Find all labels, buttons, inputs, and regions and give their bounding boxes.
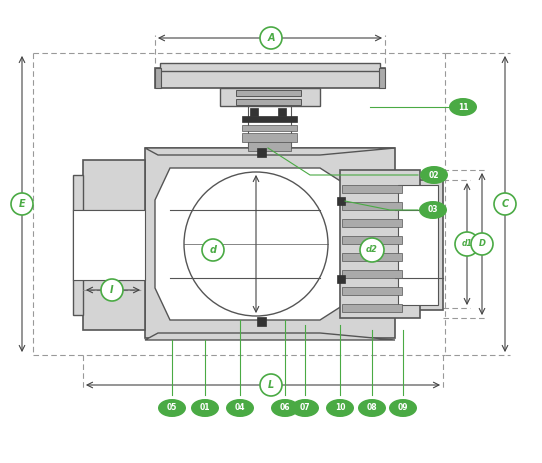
Bar: [342, 236, 402, 244]
Text: 05: 05: [167, 403, 177, 413]
Ellipse shape: [420, 166, 448, 184]
Bar: [145, 148, 395, 338]
Circle shape: [471, 233, 493, 255]
Circle shape: [184, 172, 328, 316]
Circle shape: [202, 239, 224, 261]
Bar: [73, 175, 83, 315]
Bar: [337, 197, 345, 205]
Bar: [155, 68, 385, 88]
Bar: [220, 88, 320, 106]
Polygon shape: [145, 148, 395, 155]
Bar: [83, 160, 145, 330]
Bar: [342, 202, 402, 210]
Bar: [342, 287, 402, 295]
Bar: [250, 108, 258, 116]
Bar: [342, 304, 402, 312]
Text: 08: 08: [367, 403, 377, 413]
Polygon shape: [155, 168, 370, 320]
Ellipse shape: [389, 399, 417, 417]
Circle shape: [260, 374, 282, 396]
Text: 02: 02: [429, 170, 439, 180]
Bar: [236, 99, 301, 105]
Bar: [342, 253, 402, 261]
Polygon shape: [145, 333, 395, 340]
Text: 09: 09: [398, 403, 408, 413]
Text: 01: 01: [200, 403, 210, 413]
Circle shape: [360, 238, 384, 262]
Ellipse shape: [358, 399, 386, 417]
Ellipse shape: [449, 98, 477, 116]
Bar: [278, 108, 286, 116]
Bar: [242, 116, 297, 122]
Ellipse shape: [326, 399, 354, 417]
Bar: [342, 185, 402, 193]
Ellipse shape: [419, 201, 447, 219]
Bar: [248, 106, 291, 148]
Bar: [398, 185, 438, 305]
Text: 04: 04: [235, 403, 245, 413]
Text: 11: 11: [458, 102, 468, 112]
Bar: [342, 270, 402, 278]
Ellipse shape: [191, 399, 219, 417]
Text: L: L: [268, 380, 274, 390]
Bar: [248, 142, 291, 151]
Ellipse shape: [158, 399, 186, 417]
Bar: [242, 125, 297, 131]
Bar: [342, 219, 402, 227]
Text: A: A: [267, 33, 275, 43]
Text: d2: d2: [366, 245, 378, 255]
Text: 10: 10: [335, 403, 345, 413]
Text: I: I: [110, 285, 114, 295]
Circle shape: [260, 27, 282, 49]
Text: D: D: [479, 239, 486, 249]
Text: d: d: [210, 245, 216, 255]
Text: 06: 06: [280, 403, 291, 413]
Ellipse shape: [226, 399, 254, 417]
Text: 07: 07: [300, 403, 311, 413]
Circle shape: [455, 232, 479, 256]
Circle shape: [11, 193, 33, 215]
Text: d1: d1: [462, 239, 473, 249]
Bar: [257, 148, 266, 157]
Bar: [379, 68, 385, 88]
Bar: [395, 180, 443, 310]
Text: C: C: [501, 199, 508, 209]
Bar: [236, 90, 301, 96]
Bar: [73, 210, 145, 280]
Bar: [257, 317, 266, 326]
Bar: [242, 133, 297, 142]
Text: E: E: [18, 199, 25, 209]
Ellipse shape: [291, 399, 319, 417]
Bar: [155, 68, 161, 88]
Circle shape: [494, 193, 516, 215]
Ellipse shape: [271, 399, 299, 417]
Bar: [337, 275, 345, 283]
Circle shape: [101, 279, 123, 301]
Text: 03: 03: [428, 206, 438, 214]
Bar: [160, 63, 380, 71]
Bar: [340, 170, 420, 318]
